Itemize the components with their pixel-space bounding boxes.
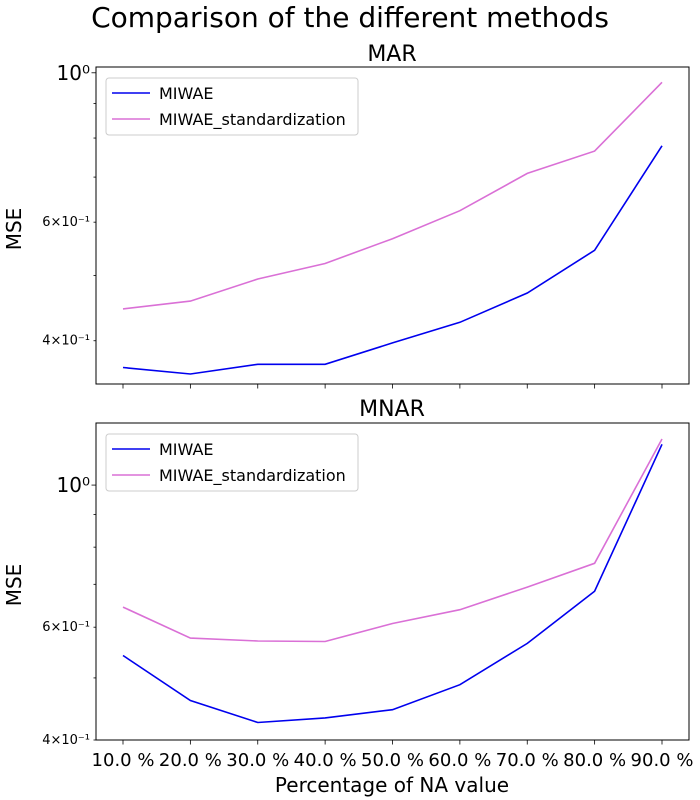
y-tick-label: 10⁰ <box>57 61 90 85</box>
y-ticks-mnar: 10⁰ 6×10⁻¹ 4×10⁻¹ <box>42 473 96 748</box>
legend-label: MIWAE <box>159 84 214 103</box>
y-ticks-mar: 10⁰ 6×10⁻¹ 4×10⁻¹ <box>42 61 96 349</box>
subplot-title-mar: MAR <box>367 42 416 67</box>
figure-title: Comparison of the different methods <box>91 1 609 34</box>
x-axis-label: Percentage of NA value <box>275 773 509 797</box>
x-tick-label: 40.0 % <box>294 750 357 771</box>
x-tick-label: 30.0 % <box>226 750 289 771</box>
y-tick-label: 6×10⁻¹ <box>42 620 90 635</box>
legend-mar: MIWAE MIWAE_standardization <box>105 77 359 136</box>
x-tick-label: 50.0 % <box>361 750 424 771</box>
x-tick-label: 10.0 % <box>92 750 155 771</box>
x-tick-label: 80.0 % <box>563 750 626 771</box>
legend-label: MIWAE_standardization <box>159 466 346 486</box>
x-tick-label: 90.0 % <box>631 750 694 771</box>
x-ticks-mnar: 10.0 % 20.0 % 30.0 % 40.0 % 50.0 % 60.0 % 70.0… <box>92 740 694 771</box>
subplot-title-mnar: MNAR <box>359 397 425 422</box>
subplot-mnar: MNAR MSE 10⁰ 6×10⁻¹ 4×10⁻¹ 10.0 % 20.0 % 30.… <box>2 397 693 771</box>
legend-box <box>105 77 359 136</box>
legend-box <box>105 433 359 492</box>
series-line-miwae-standardization <box>122 81 663 310</box>
y-axis-label-mar: MSE <box>2 208 26 251</box>
x-ticks-mar <box>122 384 663 389</box>
x-tick-label: 70.0 % <box>496 750 559 771</box>
series-line-miwae <box>122 443 663 724</box>
subplot-mar: MAR MSE 10⁰ 6×10⁻¹ 4×10⁻¹ MIWAE MIWAE_stand… <box>2 42 690 389</box>
y-tick-label: 4×10⁻¹ <box>42 334 90 349</box>
series-lines-mar <box>122 81 663 375</box>
legend-label: MIWAE <box>159 440 214 459</box>
series-line-miwae <box>122 145 663 375</box>
x-tick-label: 20.0 % <box>159 750 222 771</box>
series-line-miwae-standardization <box>122 438 663 643</box>
legend-label: MIWAE_standardization <box>159 110 346 130</box>
y-tick-label: 10⁰ <box>57 473 90 497</box>
series-lines-mnar <box>122 438 663 724</box>
y-axis-label-mnar: MSE <box>2 564 26 607</box>
y-tick-label: 4×10⁻¹ <box>42 733 90 748</box>
x-tick-label: 60.0 % <box>428 750 491 771</box>
legend-mnar: MIWAE MIWAE_standardization <box>105 433 359 492</box>
y-tick-label: 6×10⁻¹ <box>42 215 90 230</box>
